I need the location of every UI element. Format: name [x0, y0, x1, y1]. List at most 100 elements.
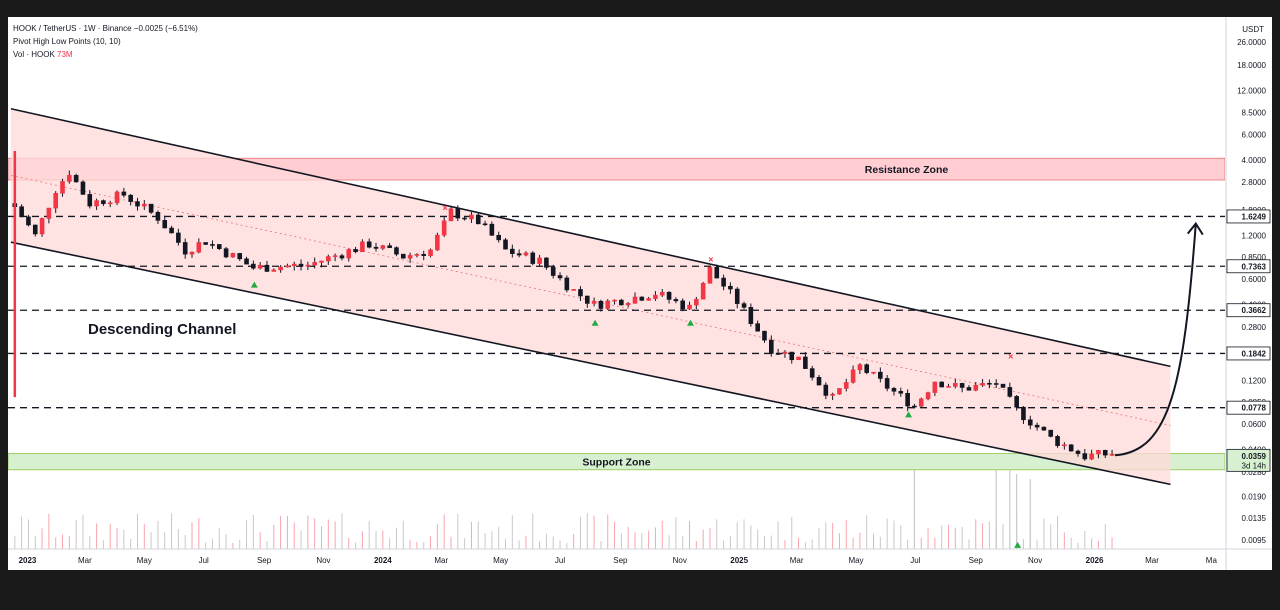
candle-body: [244, 258, 249, 265]
x-tick-label-8: May: [493, 556, 508, 565]
candle-body: [939, 381, 944, 388]
candle-body: [155, 212, 161, 221]
candle-body: [366, 241, 372, 248]
x-tick-label-20: Ma: [1206, 556, 1218, 565]
candle-body: [980, 382, 985, 386]
candle-body: [394, 247, 399, 255]
x-tick-label-16: Sep: [969, 556, 984, 565]
candle-body: [346, 249, 352, 259]
candle-body: [19, 206, 24, 218]
candle-body: [435, 234, 440, 251]
candle-body: [1082, 453, 1088, 460]
zones-layer: [8, 157, 1226, 471]
candle-body: [1021, 406, 1026, 421]
price-tag-3: 0.1842: [1226, 346, 1271, 361]
channel-lower-line: [10, 241, 1171, 486]
x-tick-label-15: Jul: [910, 556, 920, 565]
candle-body: [128, 194, 133, 202]
candle-body: [680, 300, 686, 310]
channel-layer: [10, 107, 1171, 486]
candle-body: [251, 263, 256, 269]
candle-body: [305, 264, 311, 267]
candle-body: [571, 289, 576, 291]
volume-pane: [14, 454, 1113, 549]
x-tick-label-11: Nov: [673, 556, 687, 565]
x-tick-label-9: Jul: [555, 556, 565, 565]
candle-body: [598, 300, 604, 309]
candle-body: [530, 252, 536, 264]
channel-upper-line: [10, 107, 1171, 368]
channel-fill: [10, 108, 1171, 485]
x-tick-label-6: 2024: [374, 556, 392, 565]
candle-body: [959, 383, 965, 388]
price-tag-1: 0.7363: [1226, 259, 1271, 274]
candle-body: [1000, 383, 1006, 388]
candle-body: [94, 200, 99, 207]
pivot-high-marker-1: ×: [708, 254, 713, 264]
candle-body: [223, 248, 229, 258]
candle-body: [339, 255, 345, 259]
candle-body: [857, 364, 863, 371]
candle-body: [700, 283, 706, 300]
price-tag-box: [1226, 209, 1271, 224]
candle-body: [135, 201, 140, 207]
candle-body: [373, 246, 379, 249]
candle-body: [1007, 387, 1013, 397]
candle-body: [789, 351, 795, 361]
candle-body: [1055, 436, 1060, 446]
legend-indicator[interactable]: Pivot High Low Points (10, 10): [13, 37, 121, 46]
x-tick-label-13: Mar: [790, 556, 804, 565]
x-tick-label-12: 2025: [730, 556, 748, 565]
candle-body: [312, 262, 317, 266]
candle-body: [823, 384, 829, 396]
price-tag-4: 0.0778: [1226, 400, 1271, 415]
candle-body: [53, 192, 59, 209]
candle-body: [843, 382, 849, 389]
candle-body: [905, 392, 910, 407]
candle-body: [796, 356, 801, 361]
price-tag-box: [1226, 400, 1271, 415]
candle-body: [203, 242, 208, 245]
candle-body: [966, 387, 972, 391]
candle-body: [182, 242, 188, 255]
pivot-low-marker-0: [250, 281, 258, 288]
candle-body: [687, 304, 692, 310]
legend-volume[interactable]: Vol · HOOK 73M: [13, 50, 73, 59]
pivot-high-marker-2: ×: [1008, 352, 1013, 362]
legend-vol-label: Vol · HOOK: [13, 50, 55, 59]
legend-change: −0.0025 (−6.51%): [133, 24, 198, 33]
candle-body: [176, 232, 181, 243]
candle-body: [1075, 450, 1081, 454]
candle-body: [407, 255, 413, 259]
x-tick-label-0: 2023: [19, 556, 37, 565]
candle-body: [564, 277, 570, 291]
candle-body: [891, 388, 897, 392]
candle-body: [462, 217, 467, 220]
price-tag-box: [1226, 259, 1271, 274]
candle-body: [67, 174, 72, 182]
pivot-high-marker-0: ×: [443, 203, 448, 213]
y-tick-label-12: 0.2800: [1242, 323, 1267, 332]
candle-body: [755, 323, 760, 332]
candle-body: [216, 244, 222, 249]
candle-body: [728, 285, 733, 290]
candle-body: [428, 249, 433, 256]
candle-body: [210, 244, 215, 246]
candle-body: [148, 203, 154, 213]
candle-body: [714, 266, 720, 279]
candle-body: [278, 266, 283, 271]
candle-body: [114, 191, 120, 204]
candle-body: [741, 303, 747, 308]
price-chart[interactable]: × × × USDT 26.0000 18.0000 12.0000 8.5000 6.000…: [8, 17, 1272, 570]
candle-body: [46, 207, 52, 219]
candle-body: [775, 353, 781, 355]
candle-body: [237, 253, 243, 260]
candle-body: [332, 255, 338, 257]
candle-body: [550, 267, 556, 276]
candle-body: [878, 371, 883, 379]
legend-symbol-line[interactable]: HOOK / TetherUS · 1W · Binance −0.0025 (…: [13, 24, 198, 33]
candle-body: [912, 405, 917, 408]
y-tick-label-4: 6.0000: [1242, 130, 1267, 139]
candle-body: [591, 300, 597, 304]
current-price-value: 0.0359: [1242, 452, 1267, 461]
